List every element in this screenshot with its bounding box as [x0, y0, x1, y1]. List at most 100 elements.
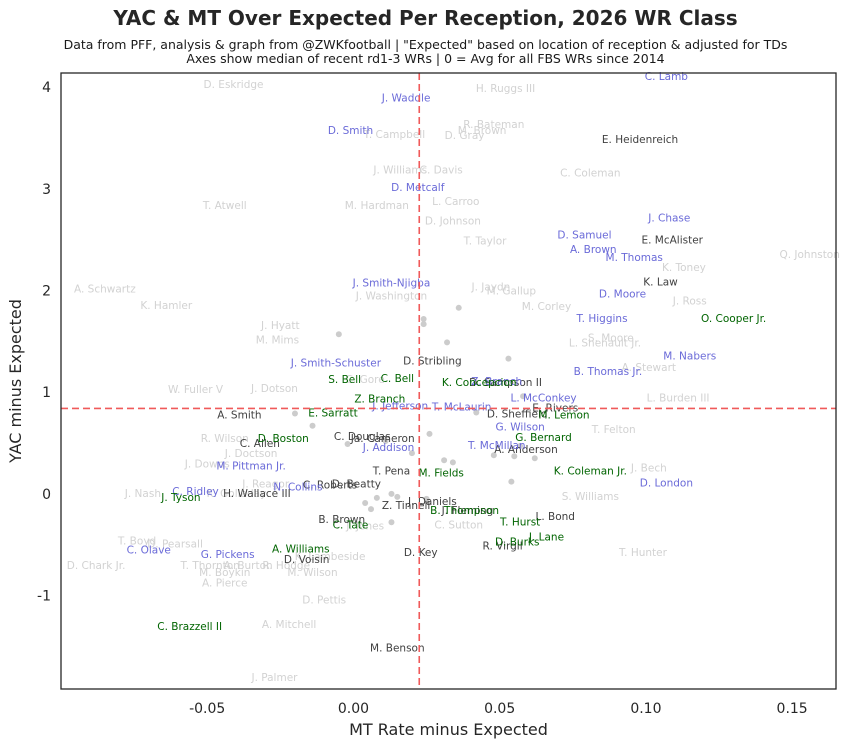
- data-point-dot: [426, 430, 433, 437]
- point-label: J. Downs: [184, 458, 230, 470]
- point-label: J. Doctson: [224, 448, 278, 460]
- point-label: C. Bell: [381, 373, 415, 385]
- data-point-dot: [373, 494, 380, 501]
- data-point-dot: [505, 355, 512, 362]
- point-label: K. Toney: [662, 262, 706, 274]
- point-label: R. Wilson: [201, 433, 249, 445]
- y-tick-label: 4: [42, 80, 51, 96]
- point-label: Q. Johnston: [779, 249, 839, 261]
- plot-frame: [60, 72, 837, 690]
- point-label: A. Stewart: [622, 362, 676, 374]
- point-label: E. Heidenreich: [602, 134, 678, 146]
- y-axis-ticks: -1 0 1 2 3 4: [37, 80, 51, 604]
- point-label: T. Hurst: [499, 516, 540, 528]
- data-point-dot: [362, 499, 369, 506]
- point-label: J. Smith-Schuster: [290, 358, 382, 370]
- data-point-dot: [531, 455, 538, 462]
- point-label: J. Fleming: [441, 505, 494, 517]
- point-label: K. Coleman Jr.: [554, 465, 627, 477]
- point-label: Z. Branch: [354, 393, 405, 405]
- data-point-dot: [511, 453, 518, 460]
- data-point-dot: [520, 393, 527, 400]
- point-label: T. Boyd: [117, 536, 156, 548]
- point-label: T. Pena: [372, 465, 410, 477]
- point-label: J. Tyson: [160, 492, 200, 504]
- point-label: M. Boykin: [199, 567, 250, 579]
- point-label: C. Douglas: [334, 431, 391, 443]
- point-label: D. Stribling: [403, 356, 462, 368]
- point-label: M. Benson: [370, 642, 425, 654]
- point-label: E. Rivers: [532, 402, 578, 414]
- point-label: D. Samuel: [557, 230, 611, 242]
- median-lines: [61, 73, 836, 689]
- point-label: J. Nash: [124, 488, 161, 500]
- point-label: K. Golladay: [207, 488, 267, 500]
- point-label: D. Voisin: [284, 554, 330, 566]
- data-point-dot: [444, 339, 451, 346]
- point-label: C. Olave: [127, 545, 171, 557]
- point-label: D. Boston: [258, 433, 309, 445]
- point-label: J. Jaydn: [470, 281, 510, 293]
- point-label: H. Ruggs III: [476, 83, 535, 95]
- point-label: D. Sheffield: [487, 409, 548, 421]
- x-tick-label: 0.15: [777, 701, 808, 717]
- point-label: S. Moore: [588, 332, 634, 344]
- point-label: J. Jones: [345, 520, 384, 532]
- point-label: Z. Branch: [471, 376, 522, 388]
- point-label: B. Thomas Jr.: [574, 366, 643, 378]
- data-point-dot: [423, 495, 430, 502]
- y-tick-label: 1: [42, 385, 51, 401]
- point-label: D. Eskridge: [204, 79, 264, 91]
- point-label: J. Bech: [630, 462, 667, 474]
- x-tick-label: -0.05: [189, 701, 225, 717]
- point-label: J. Reagor: [241, 479, 290, 491]
- point-label: A. Pierce: [202, 577, 247, 589]
- point-label: M. Brown: [458, 125, 507, 137]
- point-label: A. Burton: [224, 560, 273, 572]
- data-point-dot: [291, 410, 298, 417]
- point-label: L. Shenault Jr.: [569, 337, 641, 349]
- subtitle-line-1: Data from PFF, analysis & graph from @ZW…: [63, 37, 788, 52]
- point-label: D. Pettis: [302, 595, 346, 607]
- point-label: C. Roberts: [303, 480, 357, 492]
- dots-layer: [291, 304, 538, 526]
- point-label: A. Smith: [217, 410, 261, 422]
- point-label: M. Gallup: [487, 286, 537, 298]
- point-label: T. Atwell: [202, 200, 247, 212]
- point-label: J. Addison: [362, 442, 415, 454]
- x-tick-label: 0.00: [338, 701, 369, 717]
- point-label: M. Nabers: [663, 351, 716, 363]
- x-tick-label: 0.10: [630, 701, 661, 717]
- point-label: A. Anderson: [494, 444, 558, 456]
- point-label: K. Concepcion: [442, 377, 517, 389]
- point-label: D. Pearsall: [147, 539, 203, 551]
- x-axis-label: MT Rate minus Expected: [349, 720, 548, 739]
- point-label: K. Lambeside: [295, 551, 366, 563]
- data-point-dot: [449, 459, 456, 466]
- data-point-dot: [517, 443, 524, 450]
- point-label: M. Mims: [256, 334, 299, 346]
- point-label: S. Williams: [562, 491, 619, 503]
- point-label: G. Wilson: [495, 422, 544, 434]
- point-label: T. Higgins: [576, 313, 628, 325]
- point-label: L. McConkey: [510, 392, 576, 404]
- point-label: A. Williams: [272, 544, 330, 556]
- point-label: N. Collins: [273, 482, 322, 494]
- point-label: T. McMillan: [467, 440, 526, 452]
- point-label: L. Burden III: [647, 392, 710, 404]
- point-label: M. Lemon: [538, 410, 589, 422]
- point-label: W. Fuller V: [168, 384, 224, 396]
- data-point-dot: [368, 506, 374, 513]
- point-label: T. McLaurin: [431, 401, 492, 413]
- y-tick-label: -1: [37, 588, 51, 604]
- point-label: T. Felton: [591, 424, 636, 436]
- y-axis-label: YAC minus Expected: [6, 299, 25, 464]
- point-label: M. Thomas: [606, 252, 663, 264]
- point-label: M. Hardman: [345, 200, 409, 212]
- data-point-dot: [455, 304, 462, 311]
- point-label: M. Pittman Jr.: [216, 460, 285, 472]
- point-label: D. Metcalf: [391, 182, 445, 194]
- point-label: B. Brown: [318, 514, 365, 526]
- data-point-dot: [408, 450, 415, 457]
